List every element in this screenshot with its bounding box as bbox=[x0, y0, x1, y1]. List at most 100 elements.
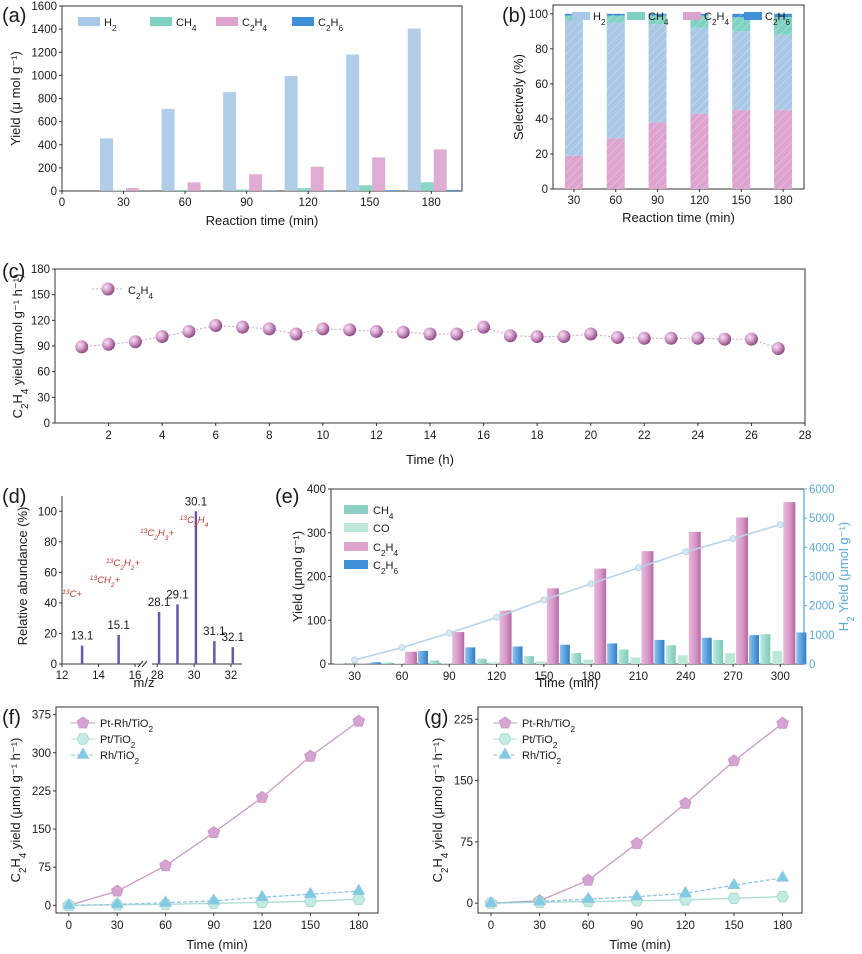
subscript: 2 bbox=[556, 757, 561, 766]
subscript: 2 bbox=[18, 868, 29, 873]
legend-swatch-c2h6 bbox=[344, 560, 368, 569]
hatch-overlay bbox=[732, 31, 751, 111]
hatch-overlay bbox=[648, 13, 667, 16]
panel-letter: (d) bbox=[2, 486, 26, 508]
data-point bbox=[581, 891, 595, 903]
data-point bbox=[727, 754, 741, 767]
bar-ch4 bbox=[359, 185, 373, 191]
legend-label-c2h6: C2H6 bbox=[318, 17, 344, 33]
subscript: 2 bbox=[571, 725, 576, 734]
x-tick-label: 120 bbox=[487, 671, 506, 683]
x-tick-label: 270 bbox=[723, 671, 742, 683]
text-part: H bbox=[593, 11, 601, 23]
y-tick-label: 60 bbox=[37, 367, 50, 379]
bar-c2h6 bbox=[417, 650, 428, 664]
y2-axis-label: H2 Yield (μmol g⁻¹) bbox=[836, 522, 857, 631]
data-point bbox=[727, 877, 741, 889]
plot-frame bbox=[61, 5, 463, 192]
x-tick-label: 6 bbox=[213, 430, 219, 442]
x-tick-label: 30 bbox=[117, 197, 130, 209]
legend-label-co: CO bbox=[373, 523, 390, 535]
x-tick-label: 14 bbox=[92, 670, 105, 682]
panel-letter: (e) bbox=[275, 486, 299, 508]
legend-label-c2h4: C2H4 bbox=[242, 17, 268, 33]
data-point bbox=[679, 796, 692, 809]
y2-tick-label: 0 bbox=[809, 659, 815, 671]
panel-c-scatter-chart: (c)2 4 6 8 10 12 14 16 18 20 22 24 26 280306090120150… bbox=[2, 261, 811, 467]
data-point bbox=[110, 896, 124, 909]
text-part: H bbox=[124, 558, 131, 569]
panel-letter: (c) bbox=[2, 261, 25, 283]
y-tick-label: 100 bbox=[307, 615, 326, 627]
subscript: 4 bbox=[205, 522, 209, 529]
h2-data-point bbox=[493, 613, 501, 621]
series-line-c2h4 bbox=[81, 324, 779, 350]
superscript: 13 bbox=[90, 575, 98, 582]
data-point bbox=[396, 325, 410, 339]
text-part: Yield (μmol g⁻¹) bbox=[836, 522, 851, 617]
y-tick-label: 60 bbox=[44, 567, 57, 579]
bar-c2h4 bbox=[187, 182, 201, 191]
hatch-overlay bbox=[606, 22, 625, 139]
y-tick-label: 40 bbox=[44, 598, 57, 610]
subscript: 2 bbox=[381, 567, 386, 576]
legend-swatch-ch4 bbox=[150, 17, 172, 26]
x-tick-label: 180 bbox=[773, 195, 792, 207]
legend-label-c2h6: C2H6 bbox=[373, 560, 399, 576]
data-point bbox=[718, 332, 732, 346]
subscript: 2 bbox=[381, 549, 386, 558]
bar-ch4 bbox=[665, 645, 676, 664]
subscript: 2 bbox=[134, 757, 139, 766]
bar-ch4 bbox=[523, 656, 534, 664]
y-tick-label: 200 bbox=[307, 572, 326, 584]
data-point bbox=[664, 331, 678, 345]
y2-tick-label: 1000 bbox=[809, 630, 835, 642]
data-point bbox=[255, 790, 269, 803]
hatch-overlay bbox=[774, 13, 793, 18]
x-tick-label: 90 bbox=[240, 197, 253, 209]
y2-tick-label: 4000 bbox=[809, 542, 835, 554]
x-tick-label: 90 bbox=[443, 671, 456, 683]
data-point bbox=[776, 716, 789, 729]
text-part: yield (μmol g⁻¹ h⁻¹) bbox=[10, 274, 25, 389]
legend-marker bbox=[498, 747, 512, 759]
hatch-overlay bbox=[564, 155, 583, 189]
series-line-pt-rh-tio2 bbox=[68, 720, 360, 906]
subscript: 3 bbox=[165, 535, 169, 542]
text-part: C bbox=[242, 17, 250, 29]
legend-label: Rh/TiO2 bbox=[100, 750, 139, 766]
bar-c2h6 bbox=[385, 190, 399, 191]
data-point bbox=[207, 893, 221, 905]
x-tick-label: 120 bbox=[299, 197, 318, 209]
legend-label-ch4: CH4 bbox=[373, 505, 394, 521]
subscript: 2 bbox=[136, 292, 141, 301]
h2-data-point bbox=[398, 644, 406, 652]
bar-c2h4 bbox=[452, 632, 465, 664]
subscript: 2 bbox=[112, 24, 117, 33]
data-point bbox=[744, 332, 758, 346]
superscript: 13 bbox=[106, 558, 114, 565]
hatch-overlay bbox=[774, 17, 793, 35]
hatch-overlay bbox=[648, 24, 667, 123]
text-part: Rh/TiO bbox=[522, 750, 557, 762]
superscript: 13 bbox=[180, 515, 188, 522]
data-point bbox=[289, 327, 303, 341]
x-tick-label: 0 bbox=[59, 197, 65, 209]
data-point bbox=[678, 885, 692, 898]
data-point bbox=[128, 335, 142, 349]
hatch-overlay bbox=[690, 27, 709, 114]
legend-label-c2h4: C2H4 bbox=[128, 285, 154, 301]
plot-frame bbox=[55, 706, 379, 914]
subscript: 2 bbox=[130, 565, 135, 572]
y-tick-label: 40 bbox=[535, 114, 548, 126]
bar-c2h4 bbox=[594, 568, 607, 664]
subscript: 2 bbox=[326, 24, 331, 33]
data-point bbox=[159, 895, 172, 907]
plot-frame bbox=[330, 488, 805, 665]
data-point bbox=[207, 825, 221, 838]
peak-label: 32.1 bbox=[222, 632, 244, 644]
text-part: CH bbox=[176, 17, 192, 29]
text-part: Pt/TiO bbox=[100, 734, 131, 746]
legend-marker bbox=[498, 716, 512, 729]
subscript: 2 bbox=[131, 741, 136, 750]
